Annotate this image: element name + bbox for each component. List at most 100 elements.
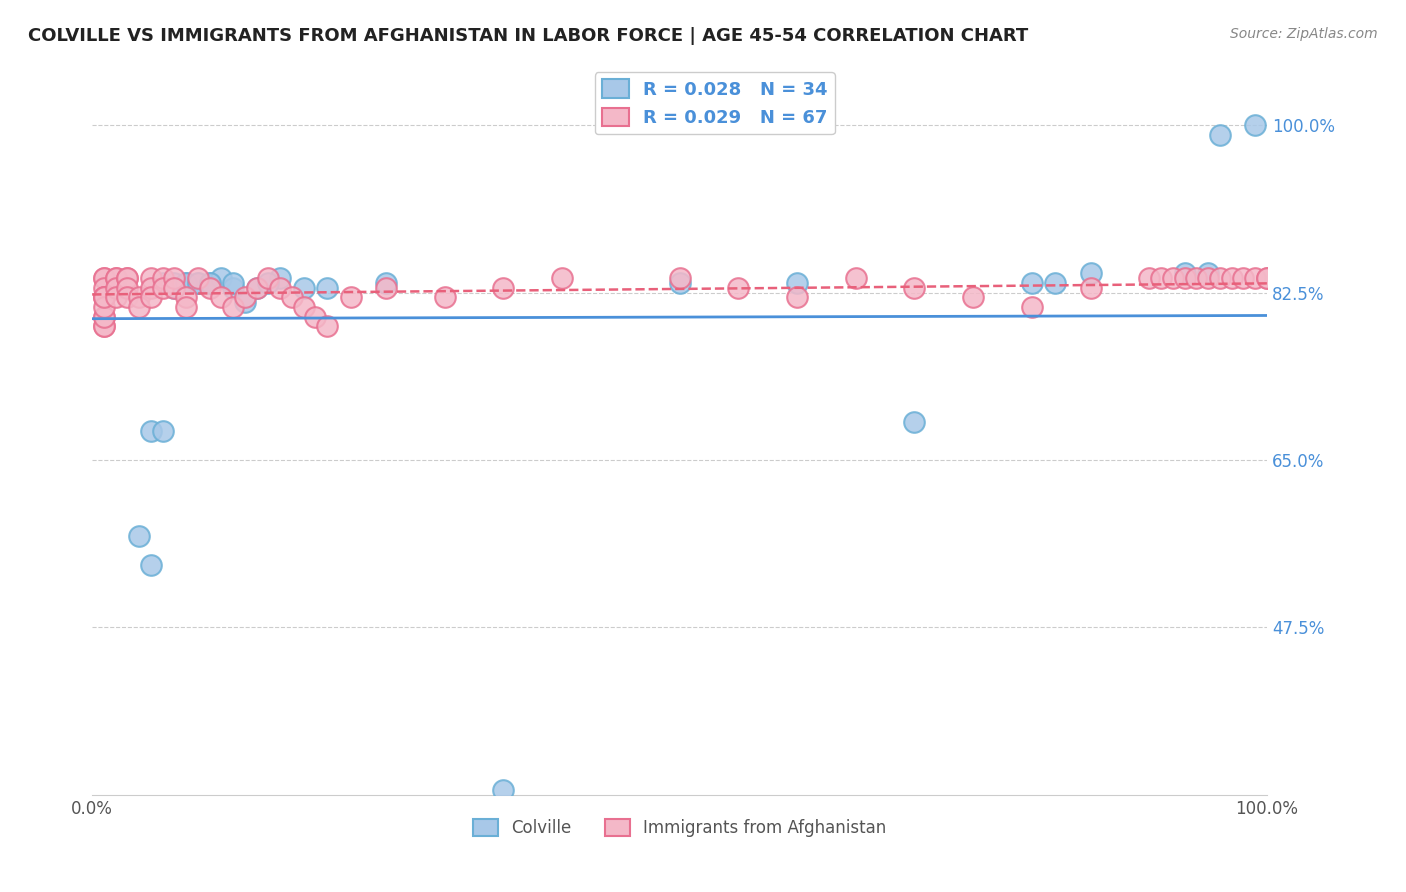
Point — [93, 281, 115, 295]
Point — [304, 310, 326, 324]
Point — [93, 290, 115, 304]
Point — [551, 271, 574, 285]
Point — [222, 276, 245, 290]
Point — [222, 281, 245, 295]
Point — [117, 271, 139, 285]
Point — [269, 271, 291, 285]
Point — [1256, 271, 1278, 285]
Point — [845, 271, 868, 285]
Point — [281, 290, 304, 304]
Point — [786, 276, 808, 290]
Point — [152, 276, 174, 290]
Point — [903, 281, 925, 295]
Point — [316, 319, 339, 334]
Point — [1139, 271, 1161, 285]
Point — [316, 281, 339, 295]
Point — [374, 281, 396, 295]
Point — [174, 276, 197, 290]
Point — [139, 271, 162, 285]
Text: COLVILLE VS IMMIGRANTS FROM AFGHANISTAN IN LABOR FORCE | AGE 45-54 CORRELATION C: COLVILLE VS IMMIGRANTS FROM AFGHANISTAN … — [28, 27, 1028, 45]
Point — [1197, 271, 1219, 285]
Point — [93, 290, 115, 304]
Point — [174, 276, 197, 290]
Point — [152, 271, 174, 285]
Point — [198, 276, 221, 290]
Point — [257, 271, 280, 285]
Point — [1150, 271, 1173, 285]
Point — [257, 276, 280, 290]
Point — [163, 281, 186, 295]
Text: Source: ZipAtlas.com: Source: ZipAtlas.com — [1230, 27, 1378, 41]
Point — [93, 319, 115, 334]
Point — [668, 276, 690, 290]
Point — [246, 281, 269, 295]
Point — [668, 271, 690, 285]
Point — [139, 290, 162, 304]
Point — [1161, 271, 1184, 285]
Point — [292, 281, 315, 295]
Point — [163, 281, 186, 295]
Point — [139, 425, 162, 439]
Point — [104, 281, 127, 295]
Point — [1197, 267, 1219, 281]
Point — [1021, 300, 1043, 314]
Point — [1220, 271, 1243, 285]
Point — [104, 271, 127, 285]
Point — [1209, 271, 1232, 285]
Point — [1185, 271, 1208, 285]
Point — [117, 281, 139, 295]
Point — [1244, 118, 1267, 132]
Point — [139, 558, 162, 573]
Point — [128, 300, 150, 314]
Point — [93, 300, 115, 314]
Point — [139, 281, 162, 295]
Point — [433, 290, 456, 304]
Point — [152, 425, 174, 439]
Point — [93, 319, 115, 334]
Point — [187, 276, 209, 290]
Point — [903, 415, 925, 429]
Point — [1080, 281, 1102, 295]
Point — [1174, 267, 1197, 281]
Point — [374, 276, 396, 290]
Point — [128, 290, 150, 304]
Point — [269, 281, 291, 295]
Point — [962, 290, 984, 304]
Point — [198, 276, 221, 290]
Point — [1256, 271, 1278, 285]
Point — [104, 290, 127, 304]
Point — [1021, 276, 1043, 290]
Point — [93, 310, 115, 324]
Point — [163, 276, 186, 290]
Point — [128, 529, 150, 543]
Point — [1244, 271, 1267, 285]
Point — [492, 783, 515, 797]
Point — [1232, 271, 1254, 285]
Point — [233, 295, 256, 310]
Point — [104, 271, 127, 285]
Point — [246, 281, 269, 295]
Point — [187, 271, 209, 285]
Point — [1174, 271, 1197, 285]
Point — [209, 290, 232, 304]
Point — [786, 290, 808, 304]
Point — [339, 290, 361, 304]
Point — [1045, 276, 1067, 290]
Point — [117, 271, 139, 285]
Point — [152, 281, 174, 295]
Point — [233, 290, 256, 304]
Point — [198, 281, 221, 295]
Point — [93, 310, 115, 324]
Point — [117, 290, 139, 304]
Point — [1209, 128, 1232, 142]
Point — [222, 300, 245, 314]
Point — [163, 271, 186, 285]
Point — [727, 281, 749, 295]
Point — [93, 290, 115, 304]
Point — [492, 281, 515, 295]
Point — [174, 300, 197, 314]
Point — [93, 271, 115, 285]
Point — [174, 290, 197, 304]
Point — [187, 276, 209, 290]
Point — [292, 300, 315, 314]
